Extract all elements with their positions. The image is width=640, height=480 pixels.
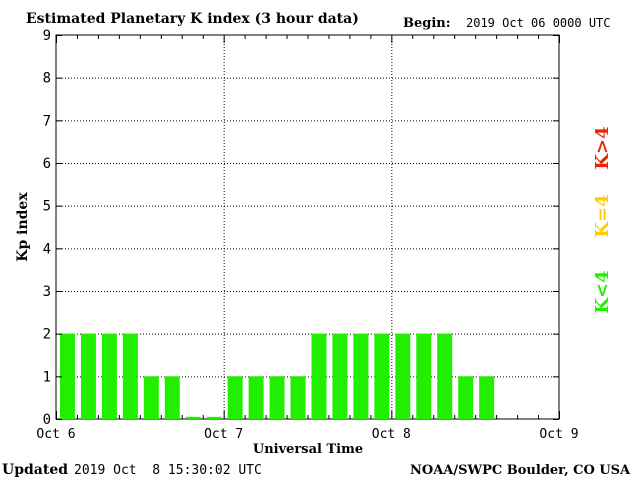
begin-label: Begin: xyxy=(403,16,451,31)
y-tick-label: 6 xyxy=(43,156,51,172)
kp-bar xyxy=(311,333,327,419)
kp-bar xyxy=(416,333,432,419)
legend-mid: K=4 xyxy=(592,194,613,237)
kp-bar xyxy=(80,333,96,419)
legend-low: K<4 xyxy=(592,270,613,313)
kp-bar xyxy=(395,333,411,419)
kp-bar xyxy=(374,333,390,419)
x-axis-label: Universal Time xyxy=(253,442,363,457)
kp-bar xyxy=(290,376,306,419)
kp-bar xyxy=(227,376,243,419)
x-tick-label: Oct 9 xyxy=(539,427,578,442)
y-axis: 0 1 2 3 4 5 6 7 8 9 xyxy=(43,28,559,428)
updated-value: 2019 Oct 8 15:30:02 UTC xyxy=(74,463,262,478)
x-tick-label: Oct 6 xyxy=(36,427,75,442)
bar-series xyxy=(60,333,495,419)
kp-bar xyxy=(185,416,201,419)
kp-bar xyxy=(143,376,159,419)
x-tick-label: Oct 8 xyxy=(372,427,411,442)
y-tick-label: 8 xyxy=(43,71,51,87)
kp-bar xyxy=(248,376,264,419)
updated-label: Updated xyxy=(2,462,68,478)
kp-bar xyxy=(437,333,453,419)
begin-value: 2019 Oct 06 0000 UTC xyxy=(466,16,611,30)
kp-bar xyxy=(269,376,285,419)
y-tick-label: 1 xyxy=(43,369,51,385)
kp-bar xyxy=(458,376,474,419)
plot-area xyxy=(55,34,560,420)
legend-high: K>4 xyxy=(592,126,613,169)
y-tick-label: 9 xyxy=(43,28,51,44)
kp-bar xyxy=(122,333,138,419)
kp-bar xyxy=(332,333,348,419)
kp-bar xyxy=(479,376,495,419)
y-tick-label: 4 xyxy=(43,241,51,257)
kp-bar xyxy=(206,416,222,419)
kp-bar xyxy=(164,376,180,419)
chart-title: Estimated Planetary K index (3 hour data… xyxy=(26,11,359,27)
y-tick-label: 2 xyxy=(43,327,51,343)
y-tick-label: 5 xyxy=(43,199,51,215)
y-tick-label: 7 xyxy=(43,113,51,129)
kp-bar xyxy=(60,333,75,419)
y-axis-label: Kp index xyxy=(15,192,31,262)
source-credit: NOAA/SWPC Boulder, CO USA xyxy=(410,463,631,478)
x-axis: Oct 6 Oct 7 Oct 8 Oct 9 xyxy=(36,35,579,442)
kp-bar xyxy=(101,333,117,419)
grid-lines xyxy=(56,35,559,419)
y-tick-label: 0 xyxy=(43,412,51,428)
y-tick-label: 3 xyxy=(43,284,51,300)
x-tick-label: Oct 7 xyxy=(204,427,243,442)
kp-bar xyxy=(353,333,369,419)
